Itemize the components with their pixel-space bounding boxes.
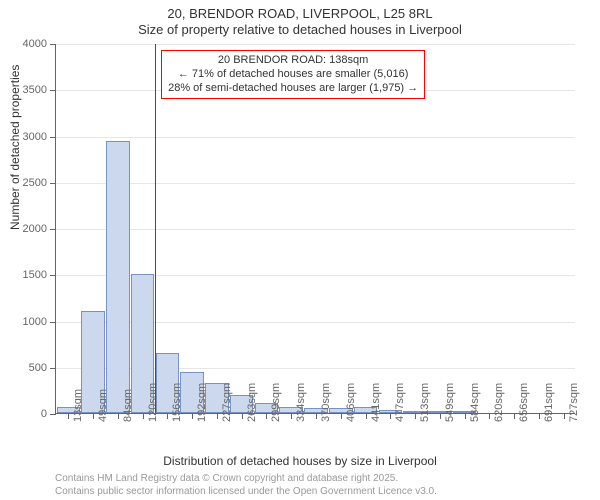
y-tick-label: 3000 <box>7 131 47 143</box>
x-tick-label: 549sqm <box>444 383 456 422</box>
credit-line-1: Contains HM Land Registry data © Crown c… <box>55 473 398 484</box>
y-tick-label: 1000 <box>7 316 47 328</box>
y-tick-label: 2000 <box>7 223 47 235</box>
y-tick-label: 2500 <box>7 177 47 189</box>
y-tick <box>50 322 56 323</box>
x-tick <box>514 413 515 419</box>
annotation-box: 20 BRENDOR ROAD: 138sqm ← 71% of detached… <box>161 50 425 99</box>
x-tick-label: 477sqm <box>394 383 406 422</box>
y-tick-label: 0 <box>7 408 47 420</box>
gridline <box>56 183 575 184</box>
x-axis-label: Distribution of detached houses by size … <box>0 454 600 468</box>
x-tick-label: 334sqm <box>295 383 307 422</box>
x-tick-label: 656sqm <box>518 383 530 422</box>
y-tick-label: 4000 <box>7 38 47 50</box>
x-tick-label: 406sqm <box>345 383 357 422</box>
x-tick <box>390 413 391 419</box>
x-tick-label: 299sqm <box>270 383 282 422</box>
x-tick <box>118 413 119 419</box>
y-tick <box>50 90 56 91</box>
y-tick-label: 3500 <box>7 84 47 96</box>
gridline <box>56 137 575 138</box>
x-tick <box>366 413 367 419</box>
y-tick <box>50 44 56 45</box>
x-tick <box>316 413 317 419</box>
x-tick <box>192 413 193 419</box>
credits: Contains HM Land Registry data © Crown c… <box>55 473 437 498</box>
x-tick <box>93 413 94 419</box>
y-tick <box>50 183 56 184</box>
marker-line <box>155 44 156 413</box>
x-tick <box>266 413 267 419</box>
y-tick-label: 1500 <box>7 269 47 281</box>
x-tick-label: 584sqm <box>469 383 481 422</box>
x-tick <box>291 413 292 419</box>
credit-line-2: Contains public sector information licen… <box>55 486 437 497</box>
x-tick <box>415 413 416 419</box>
y-tick <box>50 229 56 230</box>
annotation-line-1: 20 BRENDOR ROAD: 138sqm <box>218 54 368 66</box>
x-tick <box>539 413 540 419</box>
y-tick-label: 500 <box>7 362 47 374</box>
gridline <box>56 44 575 45</box>
x-tick <box>341 413 342 419</box>
x-tick-label: 513sqm <box>419 383 431 422</box>
x-tick <box>489 413 490 419</box>
x-tick <box>68 413 69 419</box>
x-tick <box>440 413 441 419</box>
x-tick-label: 691sqm <box>543 383 555 422</box>
x-tick-label: 370sqm <box>320 383 332 422</box>
x-tick <box>217 413 218 419</box>
x-tick-label: 620sqm <box>493 383 505 422</box>
page-subtitle: Size of property relative to detached ho… <box>0 22 600 37</box>
y-tick <box>50 368 56 369</box>
plot-area: 0500100015002000250030003500400013sqm49s… <box>55 44 575 414</box>
x-tick <box>242 413 243 419</box>
x-tick <box>167 413 168 419</box>
chart-container: 20, BRENDOR ROAD, LIVERPOOL, L25 8RL Siz… <box>0 0 600 500</box>
x-tick <box>143 413 144 419</box>
page-title: 20, BRENDOR ROAD, LIVERPOOL, L25 8RL <box>0 6 600 21</box>
x-tick <box>564 413 565 419</box>
y-tick <box>50 414 56 415</box>
gridline <box>56 229 575 230</box>
x-tick <box>465 413 466 419</box>
histogram-bar <box>106 141 130 413</box>
y-tick <box>50 137 56 138</box>
x-tick-label: 727sqm <box>568 383 580 422</box>
y-tick <box>50 275 56 276</box>
annotation-line-2: ← 71% of detached houses are smaller (5,… <box>178 68 409 80</box>
annotation-line-3: 28% of semi-detached houses are larger (… <box>168 82 418 94</box>
x-tick-label: 441sqm <box>370 383 382 422</box>
